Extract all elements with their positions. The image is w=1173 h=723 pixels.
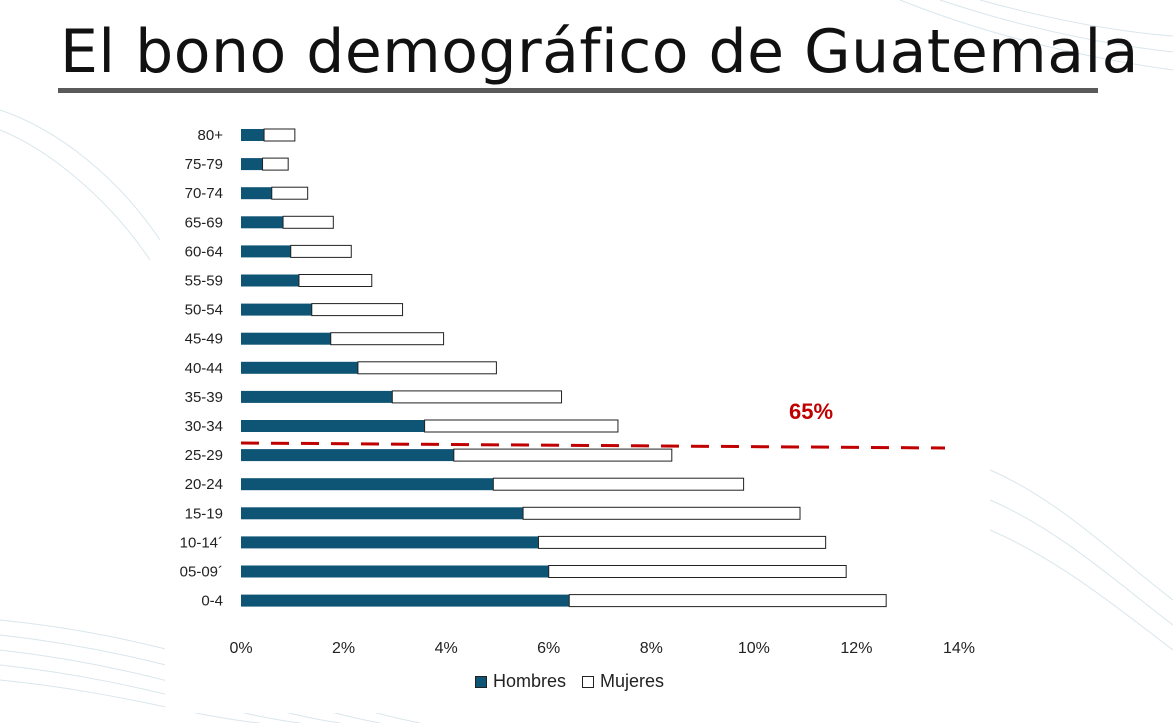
bar-hombres [241,594,570,607]
bar-hombres [241,420,425,432]
bar-hombres [241,129,265,141]
bar-hombres [241,361,358,374]
bar-mujeres [263,128,296,142]
bar-mujeres [537,535,827,549]
chart-panel: 80+ 75-79 70-74 65-69 60-64 55-59 50-54 45-49 40… [165,108,990,713]
title-underline [58,88,1098,93]
bar-hombres [241,449,454,462]
x-tick-label: 6% [537,640,560,657]
category-label: 80+ [198,127,224,144]
category-label: 05-09´ [180,564,223,581]
category-label: 50-54 [185,302,223,319]
category-label: 60-64 [185,243,223,260]
category-label: 35-39 [185,389,223,406]
population-pyramid-chart: 80+ 75-79 70-74 65-69 60-64 55-59 50-54 45-49 40… [180,127,975,657]
bar-hombres [241,536,539,549]
category-label: 55-59 [185,273,223,290]
bar-hombres [241,565,549,578]
category-label: 45-49 [185,331,223,348]
legend-label-hombres: Hombres [493,671,567,691]
bar-hombres [241,478,494,491]
x-tick-label: 14% [943,640,975,657]
x-tick-label: 8% [640,640,663,657]
bar-hombres [241,187,272,200]
legend-item-mujeres: Mujeres [582,671,664,692]
legend-item-hombres: Hombres [475,671,566,692]
legend-swatch-mujeres [582,675,595,688]
bar-hombres [241,245,291,258]
bar-mujeres [290,244,352,258]
bar-mujeres [424,419,619,433]
bar-hombres [241,216,284,229]
legend-label-mujeres: Mujeres [600,671,665,691]
bar-hombres [241,507,524,520]
bar-mujeres [357,361,497,375]
bar-mujeres [522,506,801,520]
page-title: El bono demográfico de Guatemala [60,17,1139,87]
category-label: 65-69 [185,214,223,231]
bar-mujeres [548,565,847,578]
category-label: 75-79 [185,156,223,173]
bar-mujeres [492,477,745,491]
bar-mujeres [568,594,887,608]
category-label: 20-24 [185,476,223,493]
bar-mujeres [282,215,334,229]
legend-swatch-hombres [475,675,487,688]
category-label: 30-34 [185,418,223,435]
chart-legend: Hombres Mujeres [475,671,664,692]
category-label: 15-19 [185,505,223,522]
category-label: 70-74 [185,185,223,202]
category-label: 40-44 [185,360,223,377]
threshold-dashed-line [240,441,946,450]
category-label: 25-29 [185,447,223,464]
bar-hombres [241,303,312,316]
category-label: 10-14´ [180,534,223,551]
bar-mujeres [271,186,309,200]
x-tick-label: 12% [840,640,872,657]
bar-mujeres [311,303,404,317]
bar-hombres [241,274,299,287]
annotation-65-percent: 65% [789,399,833,424]
x-tick-label: 4% [435,640,458,657]
bar-mujeres [453,448,673,462]
bar-mujeres [262,157,289,171]
bar-mujeres [391,390,563,404]
bar-hombres [241,158,263,171]
x-tick-label: 2% [332,640,355,657]
category-label: 0-4 [201,593,223,610]
x-tick-label: 0% [229,640,252,657]
bar-hombres [241,332,331,345]
bar-mujeres [298,274,373,287]
x-tick-label: 10% [738,640,770,657]
bar-mujeres [330,332,445,346]
bar-hombres [241,390,393,403]
